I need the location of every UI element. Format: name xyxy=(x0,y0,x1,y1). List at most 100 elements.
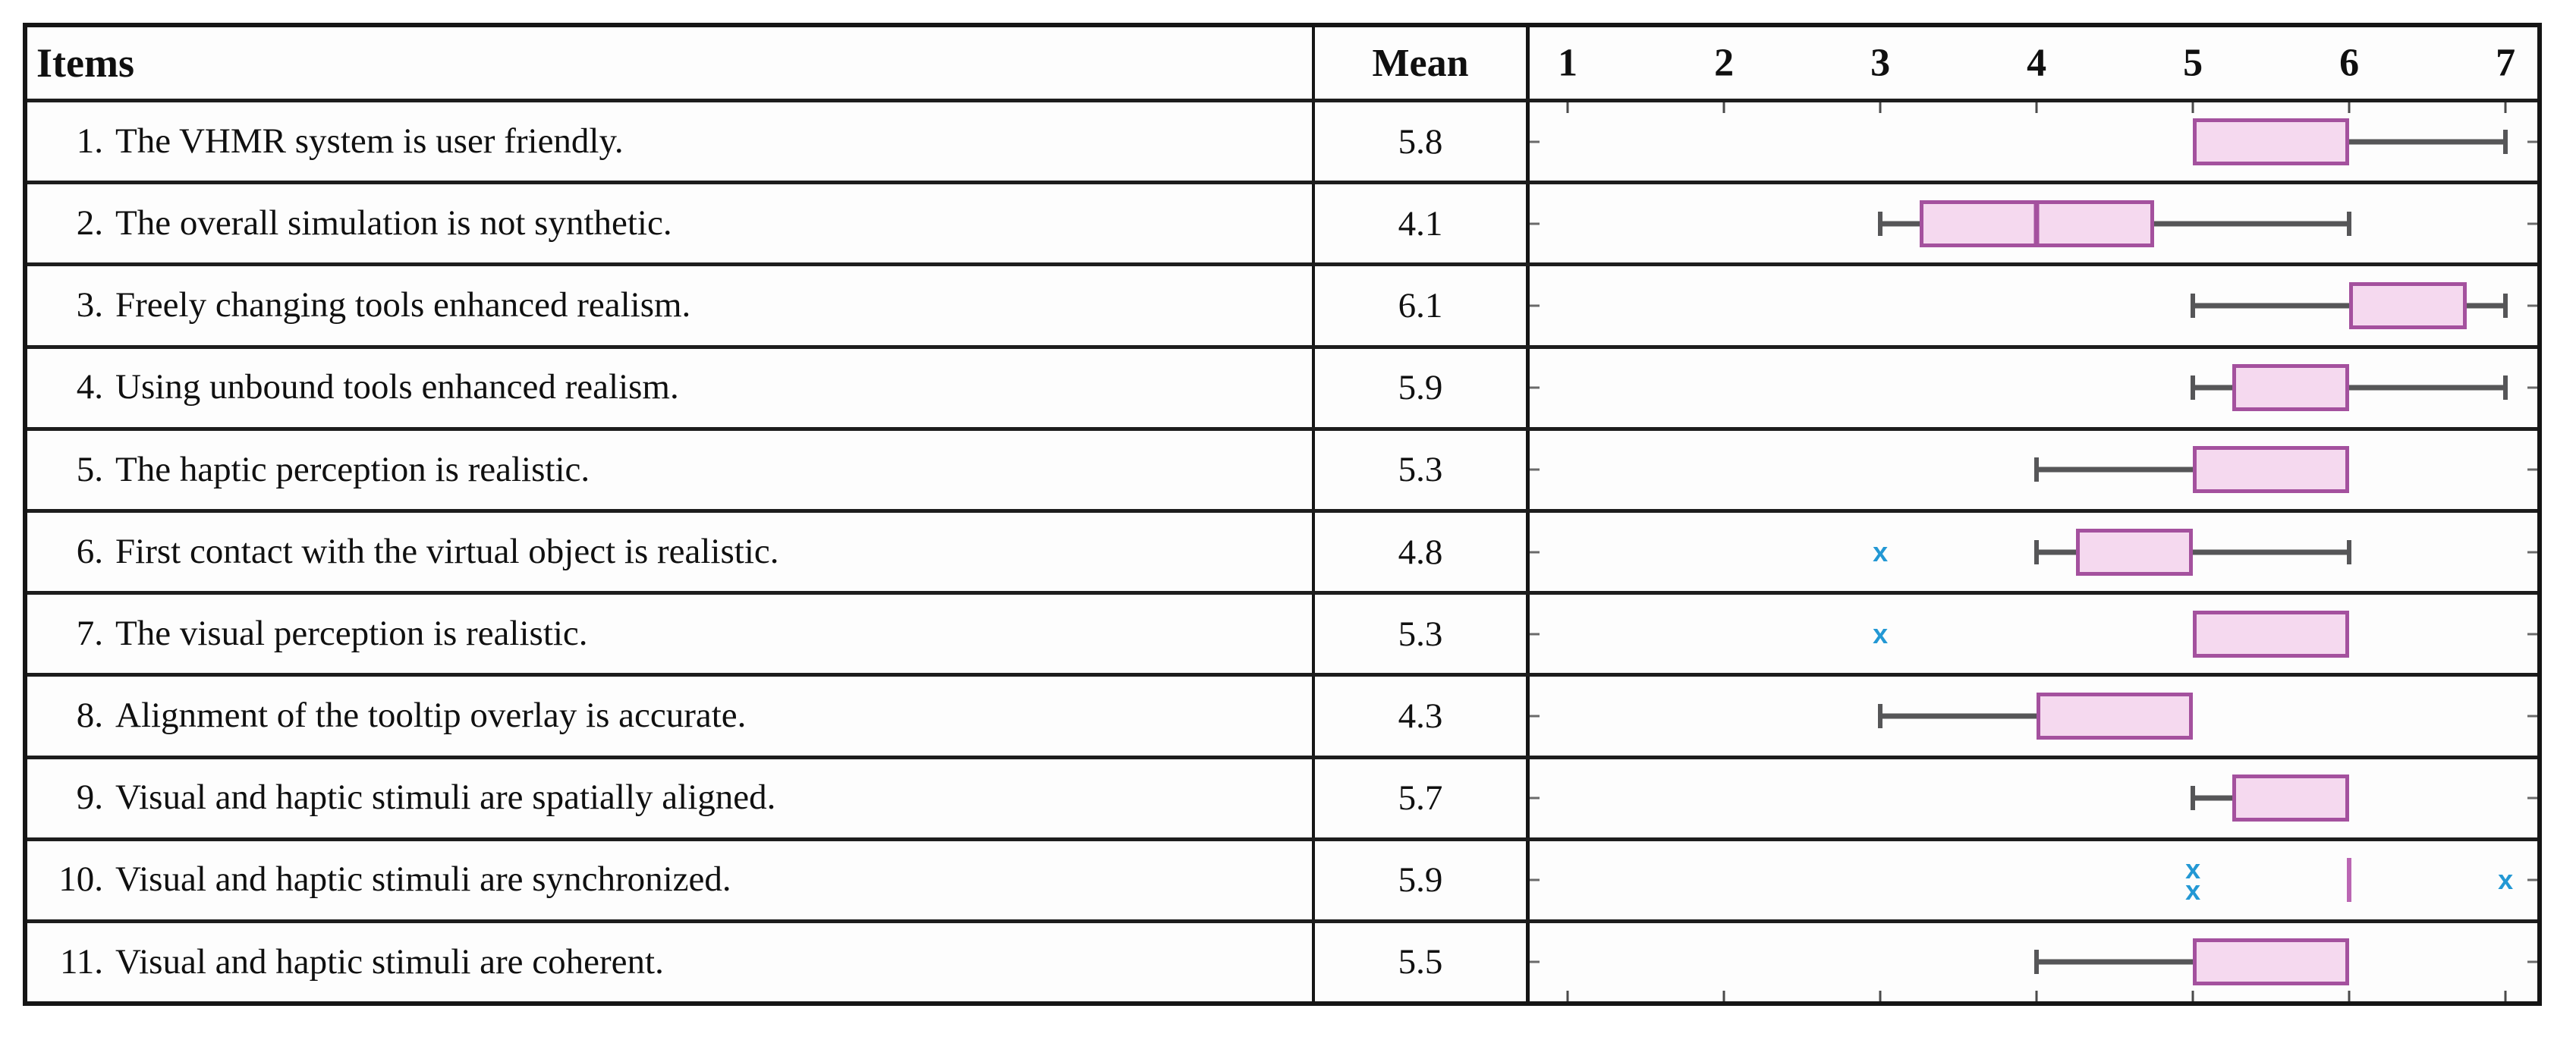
mean-value: 4.3 xyxy=(1398,696,1443,736)
item-cell: 7. The visual perception is realistic. xyxy=(27,595,1315,674)
axis-tick xyxy=(1722,991,1725,1002)
scale-header: 1 2 3 4 5 6 7 xyxy=(1530,27,2537,99)
plot-cell xyxy=(1530,266,2537,344)
mean-cell: 5.9 xyxy=(1315,348,1530,427)
whisker-high-cap xyxy=(2503,375,2508,401)
item-label: Freely changing tools enhanced realism. xyxy=(115,285,691,325)
scale-tick-label: 5 xyxy=(2183,41,2203,85)
item-label: Using unbound tools enhanced realism. xyxy=(115,367,679,407)
mean-value: 5.7 xyxy=(1398,778,1443,818)
item-label: The haptic perception is realistic. xyxy=(115,449,590,489)
item-cell: 1. The VHMR system is user friendly. xyxy=(27,102,1315,181)
whisker-low-cap xyxy=(2034,539,2040,564)
table-row: 1. The VHMR system is user friendly. 5.8 xyxy=(27,99,2537,181)
item-line: 6. First contact with the virtual object… xyxy=(27,531,1312,572)
item-line: 8. Alignment of the tooltip overlay is a… xyxy=(27,696,1312,736)
item-number: 7. xyxy=(76,613,103,653)
whisker-low-cap xyxy=(1878,211,1883,236)
row-axis-tick xyxy=(2527,633,2537,636)
item-line: 1. The VHMR system is user friendly. xyxy=(27,121,1312,162)
plot-cell xyxy=(1530,184,2537,262)
mean-value: 5.8 xyxy=(1398,121,1443,162)
whisker-low-cap xyxy=(2034,950,2040,975)
box xyxy=(2193,446,2350,494)
mean-value: 5.9 xyxy=(1398,368,1443,408)
outlier-x-marker: x xyxy=(1873,536,1889,567)
item-number: 9. xyxy=(76,778,103,818)
whisker-low-cap xyxy=(2191,375,2196,401)
item-label: Visual and haptic stimuli are spatially … xyxy=(115,778,776,818)
outlier-x-marker: x xyxy=(2498,864,2514,896)
whisker-low xyxy=(2037,467,2194,473)
plot-cell xyxy=(1530,431,2537,509)
whisker-high-cap xyxy=(2503,293,2508,318)
table-row: 6. First contact with the virtual object… xyxy=(27,508,2537,592)
axis-tick xyxy=(2348,102,2351,113)
row-axis-tick xyxy=(2527,796,2537,800)
item-label: First contact with the virtual object is… xyxy=(115,531,779,571)
whisker-high-cap xyxy=(2347,211,2352,236)
table-row: 8. Alignment of the tooltip overlay is a… xyxy=(27,673,2537,756)
item-cell: 8. Alignment of the tooltip overlay is a… xyxy=(27,677,1315,756)
item-number: 4. xyxy=(76,367,103,407)
axis-tick xyxy=(2504,102,2507,113)
item-cell: 2. The overall simulation is not synthet… xyxy=(27,184,1315,263)
item-cell: 4. Using unbound tools enhanced realism. xyxy=(27,348,1315,427)
mean-value: 5.9 xyxy=(1398,860,1443,900)
row-axis-tick xyxy=(1530,878,1540,881)
item-label: The visual perception is realistic. xyxy=(115,613,588,653)
row-axis-tick xyxy=(1530,222,1540,225)
table-row: 5. The haptic perception is realistic. 5… xyxy=(27,426,2537,509)
item-line: 4. Using unbound tools enhanced realism. xyxy=(27,368,1312,407)
item-number: 8. xyxy=(76,696,103,736)
whisker-low xyxy=(2193,385,2232,391)
row-axis-tick xyxy=(1530,468,1540,471)
median-line xyxy=(2033,200,2040,247)
item-cell: 6. First contact with the virtual object… xyxy=(27,512,1315,592)
table-row: 10. Visual and haptic stimuli are synchr… xyxy=(27,837,2537,919)
plot-cell xyxy=(1530,677,2537,755)
scale-tick-label: 2 xyxy=(1714,41,1735,85)
mean-cell: 4.8 xyxy=(1315,512,1530,592)
item-number: 5. xyxy=(76,449,103,489)
whisker-high xyxy=(2349,385,2506,391)
item-cell: 3. Freely changing tools enhanced realis… xyxy=(27,266,1315,345)
row-axis-tick xyxy=(2527,304,2537,307)
boxplot-table: Items Mean 1 2 3 4 5 6 7 1. The VHMR system is… xyxy=(23,23,2542,1006)
outlier-x-marker: x xyxy=(2185,875,2201,906)
table-row: 2. The overall simulation is not synthet… xyxy=(27,181,2537,263)
whisker-low-cap xyxy=(1878,703,1883,728)
item-line: 2. The overall simulation is not synthet… xyxy=(27,203,1312,244)
item-label: The overall simulation is not synthetic. xyxy=(115,203,672,243)
mean-cell: 4.1 xyxy=(1315,184,1530,263)
item-label: The VHMR system is user friendly. xyxy=(115,121,624,161)
table-row: 9. Visual and haptic stimuli are spatial… xyxy=(27,755,2537,837)
box xyxy=(2232,364,2350,412)
row-axis-tick xyxy=(1530,304,1540,307)
plot-cell: x xyxy=(1530,513,2537,591)
mean-cell: 5.7 xyxy=(1315,759,1530,837)
whisker-low xyxy=(1880,221,1920,227)
item-line: 11. Visual and haptic stimuli are cohere… xyxy=(27,942,1312,982)
whisker-low-cap xyxy=(2191,293,2196,318)
scale-tick-label: 6 xyxy=(2339,41,2360,85)
row-axis-tick xyxy=(2527,715,2537,718)
row-axis-tick xyxy=(1530,551,1540,554)
scale-tick-label: 3 xyxy=(1870,41,1891,85)
whisker-low xyxy=(2193,303,2350,309)
item-number: 1. xyxy=(76,121,103,161)
axis-tick xyxy=(2035,991,2038,1002)
mean-column-header: Mean xyxy=(1315,27,1530,99)
outlier-x-marker: x xyxy=(1873,617,1889,649)
row-axis-tick xyxy=(1530,715,1540,718)
scale-tick-label: 4 xyxy=(2027,41,2047,85)
row-axis-tick xyxy=(2527,222,2537,225)
row-axis-tick xyxy=(2527,140,2537,143)
table-row: 3. Freely changing tools enhanced realis… xyxy=(27,262,2537,345)
box xyxy=(2232,775,2350,822)
item-cell: 11. Visual and haptic stimuli are cohere… xyxy=(27,922,1315,1002)
axis-tick xyxy=(1879,991,1882,1002)
table-row: 11. Visual and haptic stimuli are cohere… xyxy=(27,919,2537,1002)
mean-cell: 5.3 xyxy=(1315,595,1530,674)
item-line: 10. Visual and haptic stimuli are synchr… xyxy=(27,860,1312,900)
